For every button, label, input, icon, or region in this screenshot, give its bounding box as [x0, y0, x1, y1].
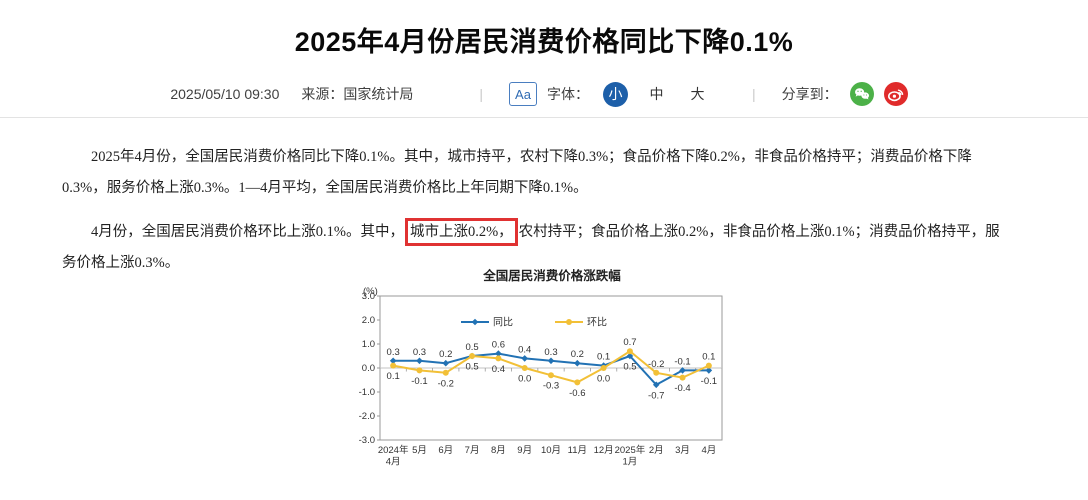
svg-text:0.7: 0.7 — [623, 337, 636, 348]
font-medium-button[interactable]: 中 — [649, 86, 664, 102]
paragraph-mom-before: 4月份，全国居民消费价格环比上涨0.1%。其中， — [91, 224, 404, 240]
svg-text:2.0: 2.0 — [362, 315, 375, 326]
svg-text:0.0: 0.0 — [362, 363, 375, 374]
svg-text:-3.0: -3.0 — [359, 435, 375, 446]
svg-text:6月: 6月 — [438, 445, 453, 456]
svg-text:-0.4: -0.4 — [674, 383, 690, 394]
svg-text:0.3: 0.3 — [413, 347, 426, 358]
svg-text:0.4: 0.4 — [518, 344, 531, 355]
svg-text:全国居民消费价格涨跌幅: 全国居民消费价格涨跌幅 — [482, 268, 621, 283]
svg-text:2025年: 2025年 — [615, 444, 646, 456]
svg-text:7月: 7月 — [465, 445, 480, 456]
paragraph-mom: 4月份，全国居民消费价格环比上涨0.1%。其中， 城市上涨0.2%， 农村持平；食品… — [62, 217, 1014, 279]
svg-text:0.4: 0.4 — [492, 364, 505, 375]
publish-datetime: 2025/05/10 09:30 — [170, 86, 280, 102]
svg-text:-1.0: -1.0 — [359, 387, 375, 398]
svg-text:1月: 1月 — [623, 457, 638, 468]
svg-text:11月: 11月 — [568, 445, 587, 456]
svg-text:3.0: 3.0 — [362, 291, 375, 302]
font-label: 字体： — [547, 86, 589, 102]
separator: | — [752, 86, 756, 102]
svg-text:8月: 8月 — [491, 445, 506, 456]
svg-text:2月: 2月 — [649, 445, 664, 456]
svg-text:-0.1: -0.1 — [411, 376, 427, 387]
chart-canvas: 全国居民消费价格涨跌幅 (%)3.0 2.0 1.0 0.0 -1.0 -2.0 -3.0 0.… — [359, 268, 723, 468]
separator: | — [479, 86, 483, 102]
svg-text:-0.1: -0.1 — [674, 356, 690, 367]
svg-text:0.0: 0.0 — [597, 374, 610, 385]
svg-text:0.0: 0.0 — [518, 374, 531, 385]
source: 来源：国家统计局 — [301, 84, 413, 104]
paragraph-mom-after: 农村持平；食品价格上涨0.2%，非食品价格上涨0.1%；消费品价格持平，服务价格… — [62, 224, 1000, 271]
svg-text:0.1: 0.1 — [387, 371, 400, 382]
font-small-button[interactable]: 小 — [603, 81, 628, 107]
font-size-tool-button[interactable]: Aa — [509, 82, 537, 106]
paragraph-yoy: 2025年4月份，全国居民消费价格同比下降0.1%。其中，城市持平，农村下降0.… — [62, 149, 972, 196]
svg-text:环比: 环比 — [587, 317, 607, 329]
svg-text:3月: 3月 — [675, 445, 690, 456]
header-divider — [0, 117, 1088, 118]
source-name: 国家统计局 — [343, 86, 414, 102]
cpi-line-chart: 全国居民消费价格涨跌幅 (%) 3.0 2.0 1.0 0.0 -1.0 -2.0 -3.0 0.… — [352, 264, 752, 484]
svg-text:0.6: 0.6 — [492, 340, 505, 351]
svg-text:-0.2: -0.2 — [648, 359, 664, 370]
svg-text:0.1: 0.1 — [702, 352, 715, 363]
svg-text:9月: 9月 — [517, 445, 532, 456]
svg-text:12月: 12月 — [594, 445, 614, 456]
svg-text:0.2: 0.2 — [439, 349, 452, 360]
svg-text:10月: 10月 — [541, 445, 561, 456]
meta-bar: 2025/05/10 09:30 来源：国家统计局 | Aa 字体： 小 中 大… — [0, 80, 1088, 108]
svg-text:4月: 4月 — [386, 457, 401, 468]
svg-text:0.5: 0.5 — [465, 342, 478, 353]
svg-text:4月: 4月 — [701, 445, 716, 456]
svg-text:5月: 5月 — [412, 445, 427, 456]
svg-text:-2.0: -2.0 — [359, 411, 375, 422]
svg-text:-0.2: -0.2 — [438, 378, 454, 389]
svg-text:0.5: 0.5 — [623, 362, 636, 373]
share-label: 分享到： — [781, 86, 838, 102]
highlighted-text: 城市上涨0.2%， — [404, 218, 518, 246]
svg-text:同比: 同比 — [493, 317, 513, 329]
page-title: 2025年4月份居民消费价格同比下降0.1% — [294, 27, 794, 57]
svg-text:2024年: 2024年 — [378, 444, 409, 456]
wechat-icon[interactable] — [849, 82, 874, 106]
svg-text:0.3: 0.3 — [387, 347, 400, 358]
svg-text:-0.7: -0.7 — [648, 390, 664, 401]
svg-text:0.2: 0.2 — [571, 349, 584, 360]
weibo-icon[interactable] — [883, 82, 908, 106]
svg-text:-0.1: -0.1 — [701, 376, 717, 387]
source-label: 来源： — [301, 86, 344, 102]
svg-text:-0.3: -0.3 — [543, 381, 559, 392]
svg-text:0.5: 0.5 — [465, 362, 478, 373]
svg-text:1.0: 1.0 — [362, 339, 375, 350]
font-large-button[interactable]: 大 — [690, 86, 705, 102]
article-body: 2025年4月份，全国居民消费价格同比下降0.1%。其中，城市持平，农村下降0.… — [62, 142, 1014, 279]
svg-text:(%): (%) — [363, 286, 378, 297]
svg-text:0.1: 0.1 — [597, 352, 610, 363]
svg-text:0.3: 0.3 — [544, 347, 557, 358]
svg-text:-0.6: -0.6 — [569, 388, 585, 399]
